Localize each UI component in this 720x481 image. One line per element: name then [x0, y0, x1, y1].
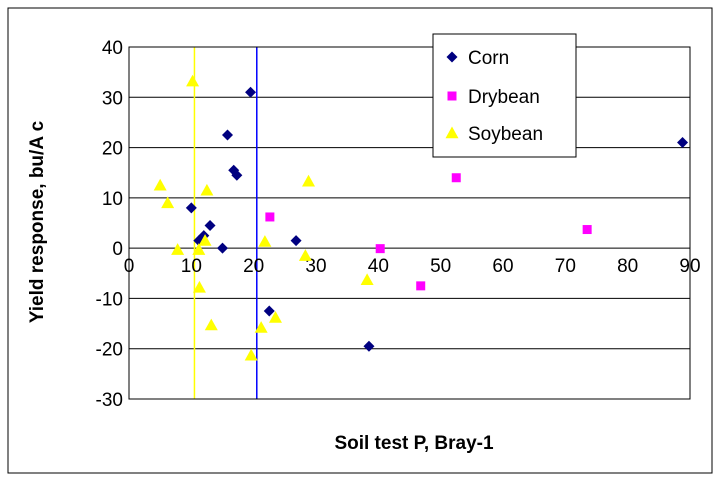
legend-label-soybean: Soybean: [468, 124, 543, 145]
point-soybean: [161, 196, 175, 209]
x-axis-title: Soil test P, Bray-1: [334, 433, 494, 454]
point-soybean: [244, 348, 258, 361]
x-tick-label: 30: [305, 256, 326, 277]
point-drybean: [451, 173, 461, 183]
point-drybean: [265, 212, 275, 222]
legend-marker-drybean: [447, 91, 457, 101]
chart-border: [7, 7, 713, 474]
point-soybean: [258, 235, 272, 247]
point-soybean: [198, 234, 212, 246]
point-soybean: [171, 243, 185, 255]
legend-label-drybean: Drybean: [468, 87, 540, 108]
x-tick-labels: 0 10 20 30 40 50 60 70 80 90: [124, 256, 701, 277]
point-corn: [245, 86, 257, 98]
x-tick-label: 0: [124, 256, 135, 277]
reference-lines: [193, 47, 258, 399]
point-corn: [204, 220, 216, 232]
y-tick-label: -10: [96, 289, 123, 310]
point-drybean: [375, 244, 385, 254]
y-tick-labels: 40 30 20 10 0 -10 -20 -30: [96, 38, 123, 411]
x-tick-label: 80: [617, 256, 638, 277]
x-tick-label: 60: [492, 256, 513, 277]
point-corn: [363, 340, 375, 352]
point-corn: [217, 242, 228, 254]
point-soybean: [186, 74, 200, 87]
y-tick-label: 30: [102, 88, 123, 109]
point-soybean: [153, 178, 167, 191]
legend-label-corn: Corn: [468, 48, 509, 69]
x-tick-label: 50: [430, 256, 451, 277]
point-soybean: [192, 280, 206, 293]
y-tick-label: -30: [96, 390, 123, 411]
point-corn: [185, 202, 197, 214]
point-soybean: [192, 243, 206, 255]
legend-marker-soybean: [445, 126, 459, 139]
point-corn: [231, 169, 243, 181]
plot-area-frame: [128, 46, 691, 400]
legend: Corn Drybean Soybean: [432, 33, 577, 158]
x-tick-label: 90: [679, 256, 700, 277]
x-tick-label: 20: [243, 256, 264, 277]
x-tick-label: 10: [181, 256, 202, 277]
y-tick-label: 0: [112, 239, 123, 260]
y-tick-label: 20: [102, 139, 123, 160]
y-tick-label: 40: [102, 38, 123, 59]
y-axis-title: Yield response, bu/A c: [27, 120, 48, 323]
point-soybean: [254, 321, 268, 333]
x-tick-label: 70: [555, 256, 576, 277]
point-soybean: [204, 318, 218, 331]
data-points: [153, 74, 689, 361]
point-corn: [290, 235, 302, 247]
point-soybean: [302, 174, 316, 187]
point-soybean: [268, 311, 282, 323]
point-soybean: [200, 183, 214, 196]
x-tick-label: 40: [368, 256, 389, 277]
point-corn: [263, 305, 275, 317]
point-drybean: [416, 281, 426, 291]
point-corn: [677, 137, 689, 149]
point-soybean: [298, 249, 312, 261]
point-soybean: [360, 273, 374, 286]
point-drybean: [582, 225, 592, 235]
point-corn: [221, 129, 233, 141]
y-tick-label: -20: [96, 340, 123, 361]
legend-marker-corn: [446, 51, 458, 63]
y-tick-label: 10: [102, 189, 123, 210]
